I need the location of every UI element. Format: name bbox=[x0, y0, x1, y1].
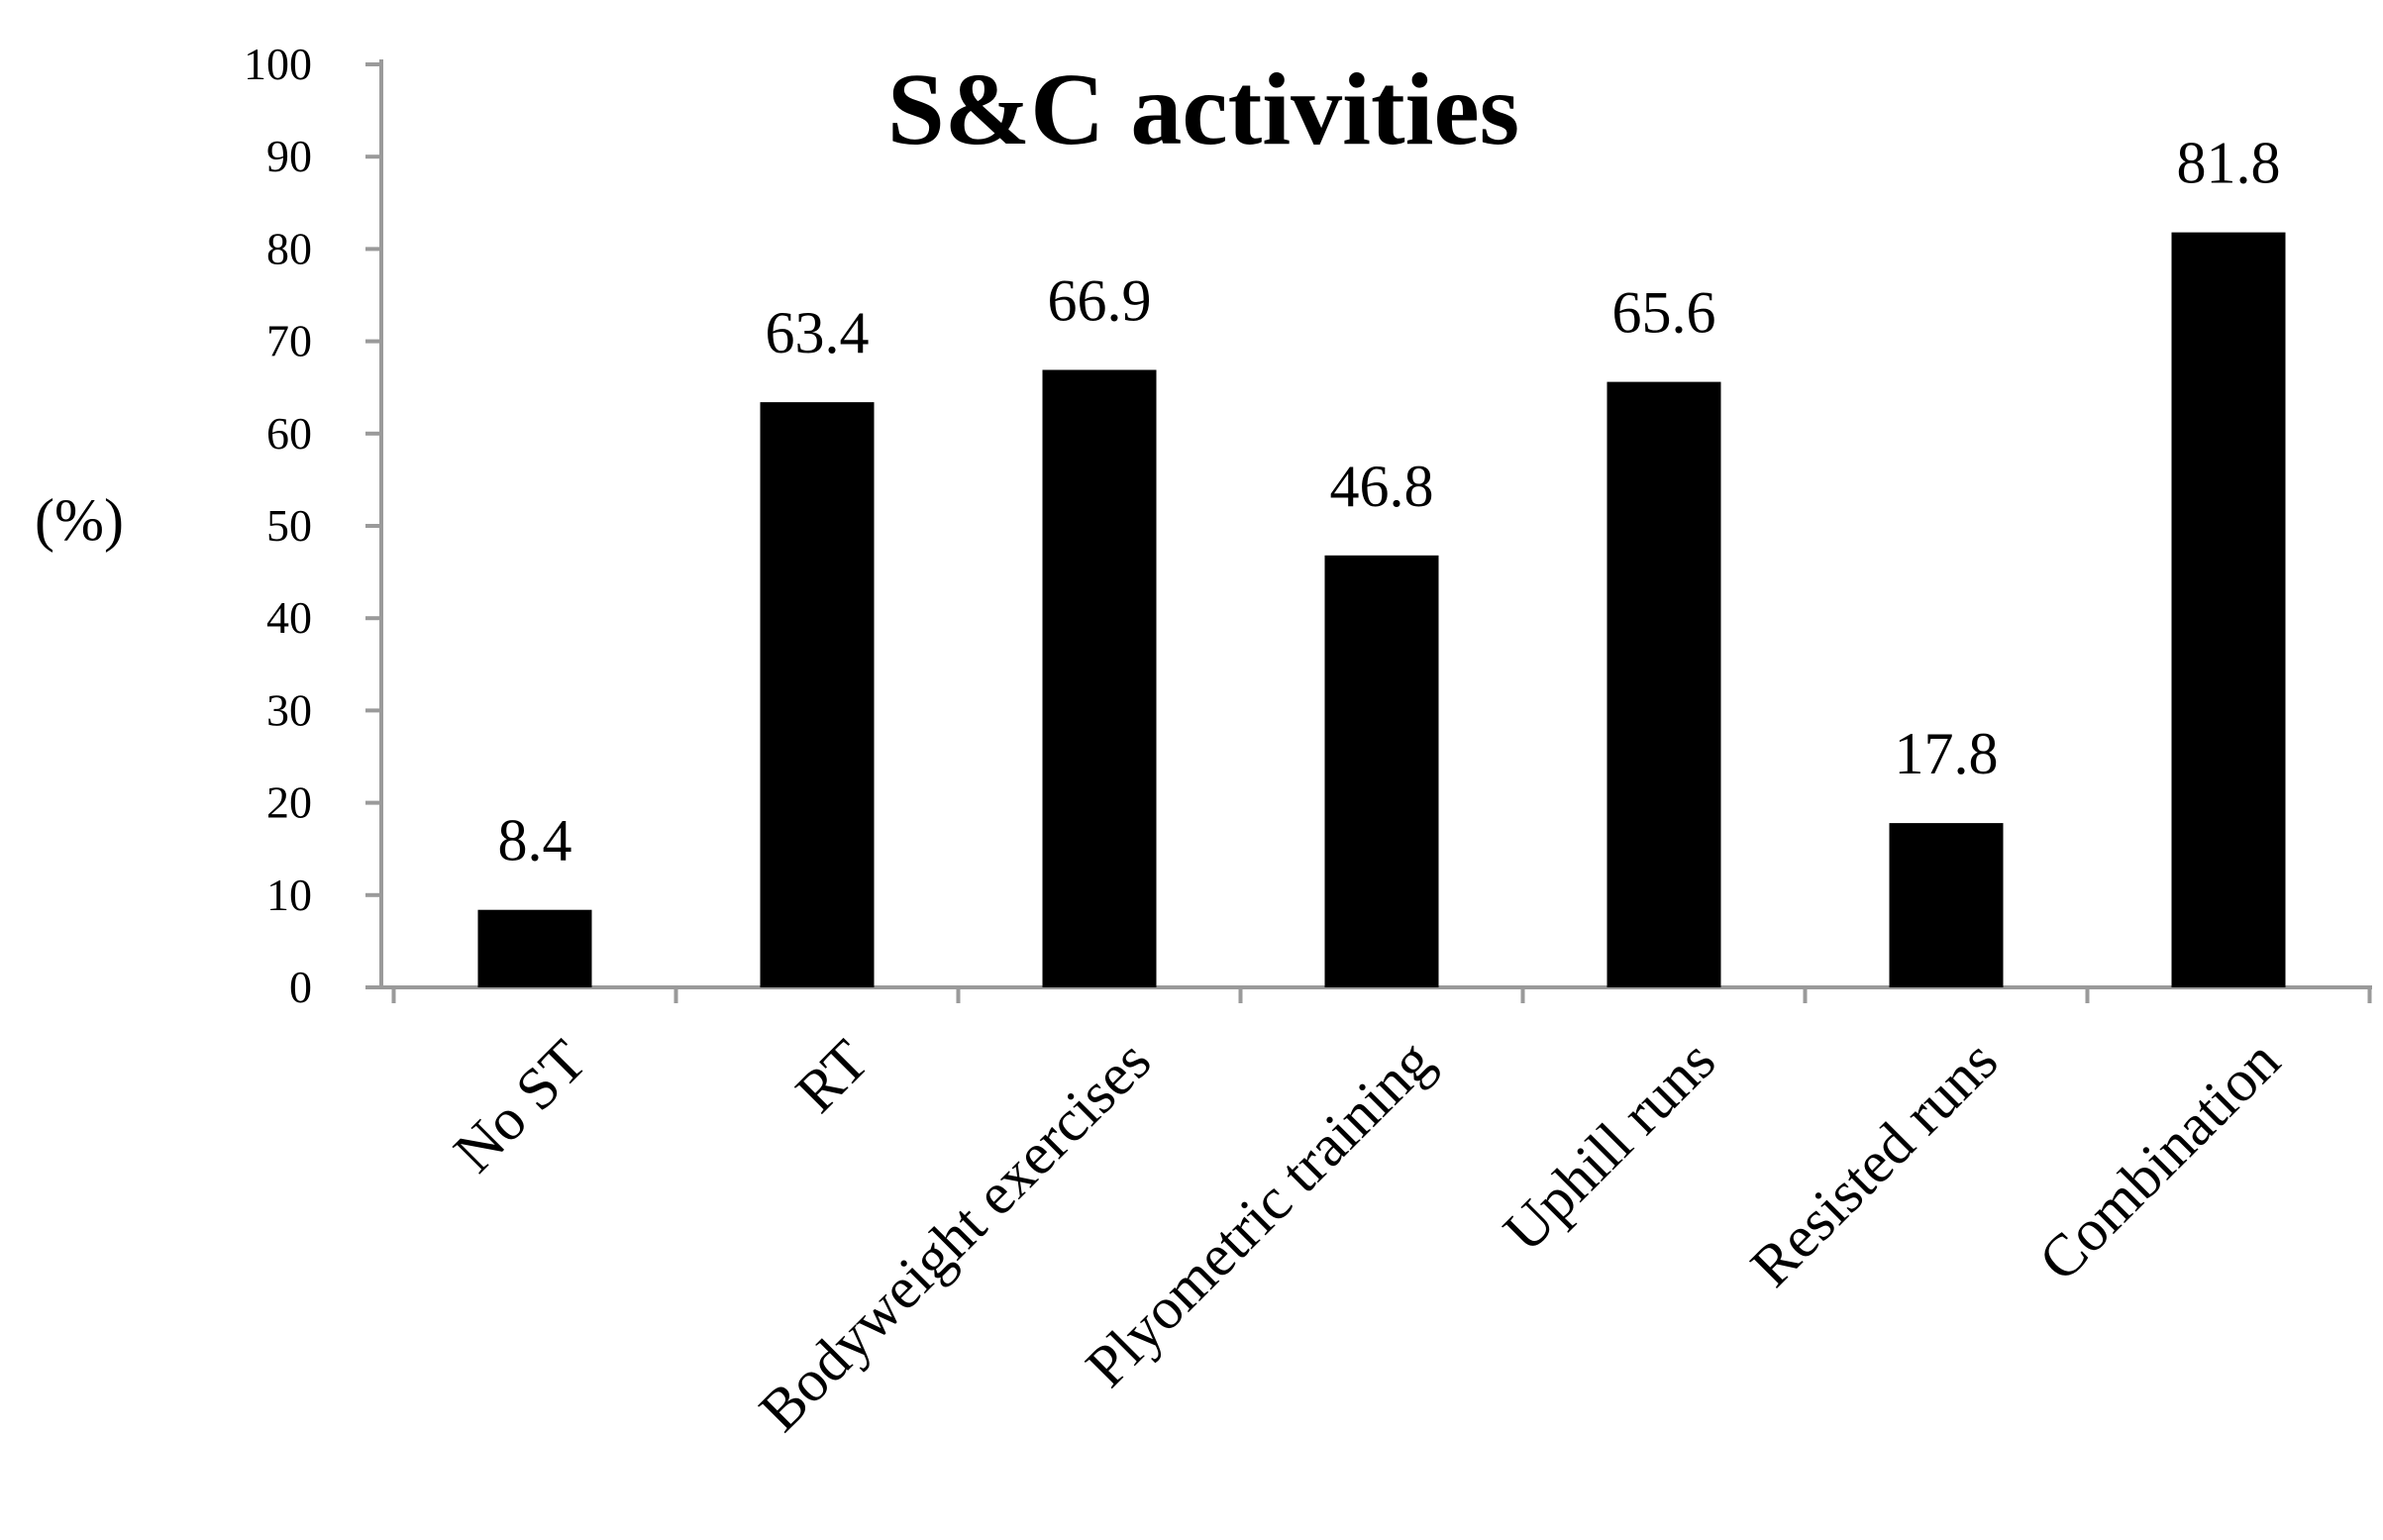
bar bbox=[477, 909, 592, 987]
bar bbox=[2171, 232, 2286, 987]
y-tick-label: 100 bbox=[244, 39, 312, 89]
y-tick-label: 30 bbox=[266, 684, 312, 735]
y-tick-label: 20 bbox=[266, 777, 312, 828]
data-labels: 8.4 63.4 66.9 46.8 65.6 17.8 81.8 bbox=[498, 131, 2281, 873]
y-tick-label: 50 bbox=[266, 500, 312, 551]
category-label: Uphill runs bbox=[1491, 1028, 1727, 1265]
bars bbox=[477, 232, 2286, 987]
bar bbox=[1889, 823, 2004, 987]
bar bbox=[1324, 555, 1439, 987]
y-tick-label: 70 bbox=[266, 316, 312, 366]
x-axis bbox=[381, 985, 2372, 1003]
data-label: 17.8 bbox=[1895, 721, 1999, 786]
bar bbox=[1042, 369, 1157, 987]
y-tick-label: 60 bbox=[266, 408, 312, 459]
y-tick-label: 80 bbox=[266, 223, 312, 273]
category-label: RT bbox=[783, 1028, 881, 1125]
category-label: Resisted runs bbox=[1738, 1028, 2010, 1299]
y-tick-label: 0 bbox=[289, 962, 312, 1012]
category-label: No ST bbox=[442, 1028, 599, 1185]
y-tick-label: 90 bbox=[266, 131, 312, 181]
bar bbox=[1606, 381, 1721, 987]
data-label: 8.4 bbox=[498, 808, 572, 873]
data-label: 46.8 bbox=[1330, 454, 1434, 519]
category-label: Combination bbox=[2026, 1028, 2292, 1293]
bar bbox=[760, 402, 875, 987]
y-tick-label: 10 bbox=[266, 870, 312, 920]
y-tick-label: 40 bbox=[266, 592, 312, 643]
data-label: 81.8 bbox=[2177, 131, 2281, 196]
chart-title: S&C activities bbox=[887, 52, 1519, 166]
y-axis: 0 10 20 30 40 50 60 70 80 90 100 bbox=[244, 39, 383, 1012]
data-label: 63.4 bbox=[766, 300, 870, 365]
data-label: 66.9 bbox=[1048, 267, 1152, 333]
y-axis-label: (%) bbox=[35, 487, 124, 553]
data-label: 65.6 bbox=[1612, 280, 1716, 346]
